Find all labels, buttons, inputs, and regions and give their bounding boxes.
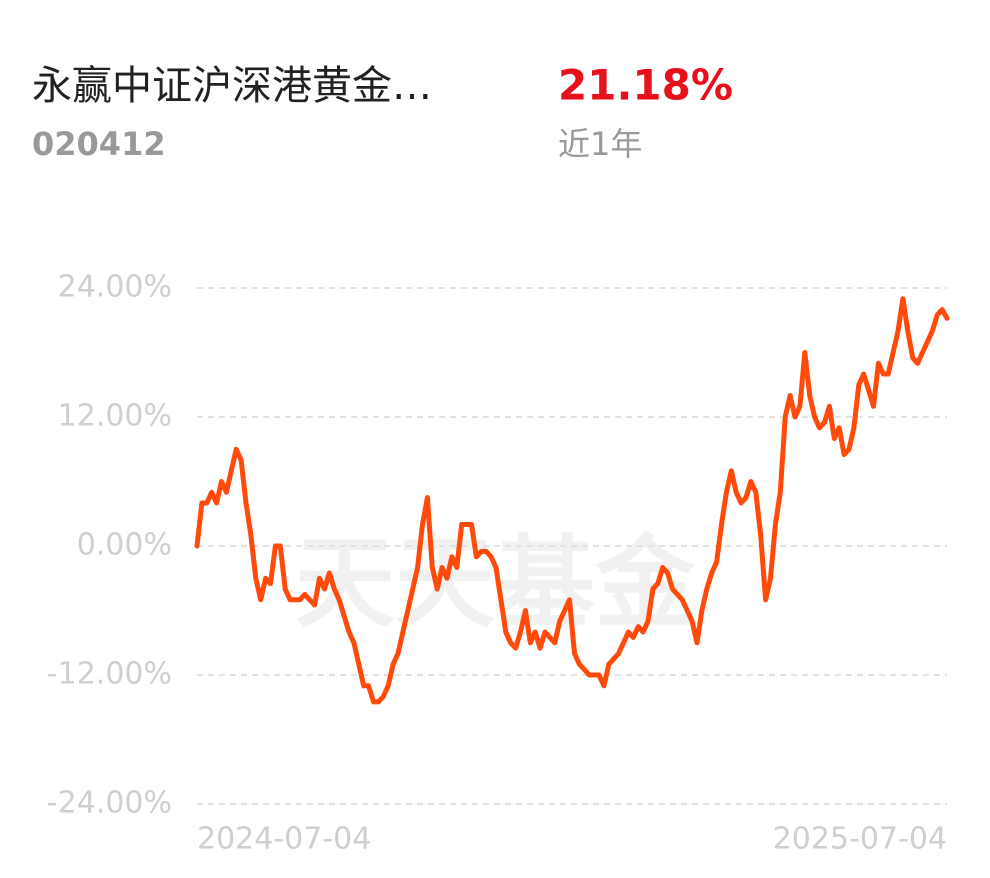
watermark: 天天基金 [295,524,696,641]
return-period: 近1年 [558,125,642,163]
fund-title: 永赢中证沪深港黄金… [32,63,432,109]
return-value: 21.18% [558,61,733,110]
y-tick-label: 0.00% [77,528,172,563]
x-tick-label: 2025-07-04 [773,822,947,857]
x-tick-label: 2024-07-04 [197,822,371,857]
y-tick-label: -24.00% [47,786,172,821]
line-series [194,296,950,705]
y-tick-label: 12.00% [58,399,172,434]
y-tick-label: 24.00% [58,270,172,305]
y-tick-label: -12.00% [47,657,172,692]
fund-code: 020412 [32,125,166,163]
